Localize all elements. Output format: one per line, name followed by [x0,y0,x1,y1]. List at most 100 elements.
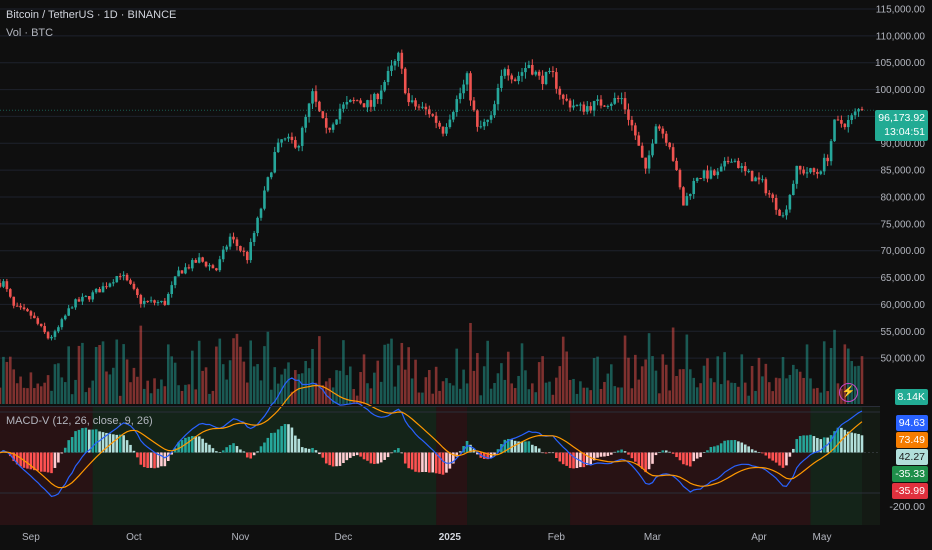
macd-histogram-bar [390,452,393,454]
volume-bar [366,383,369,404]
candle-body [197,257,201,263]
candle-body [0,282,2,287]
macd-histogram-bar [846,431,850,453]
candle-body [225,246,228,250]
volume-bar [682,369,685,404]
candle-body [846,119,850,128]
volume-bar [651,356,654,404]
candle-body [46,332,50,339]
candle-body [479,126,483,128]
macd-histogram-bar [249,452,253,459]
candle-body [417,106,421,108]
candle-body [503,69,507,76]
candle-body [136,288,139,296]
macd-histogram-bar [606,452,610,456]
macd-histogram-bar [225,447,228,453]
volume-bar [723,352,726,404]
candle-body [850,115,853,120]
volume-bar [421,392,424,404]
candle-body [424,106,428,110]
volume-bar [108,374,112,404]
macd-histogram-bar [733,440,737,453]
volume-bar [156,388,160,404]
macd-histogram-bar [431,452,435,473]
volume-bar [623,335,627,404]
candle-body [792,183,795,196]
candle-body [379,90,383,100]
volume-bar [245,382,249,404]
volume-bar [493,383,496,404]
macd-histogram-bar [297,438,301,453]
macd-histogram-bar [561,452,565,465]
candle-body [438,122,441,127]
volume-bar [802,377,805,404]
macd-histogram-bar [307,448,311,453]
price-candles [0,49,864,341]
volume-bar [476,353,479,404]
candle-body [166,293,170,305]
volume-bar [373,372,376,404]
macd-histogram-bar [434,452,438,474]
volume-bar [688,369,692,404]
volume-bar [513,388,517,404]
macd-legend[interactable]: MACD-V (12, 26, close, 9, 26) [6,415,153,427]
macd-histogram-bar [531,444,534,453]
macd-histogram-bar [730,440,733,453]
candle-body [706,170,709,179]
macd-histogram-bar [860,435,864,453]
candle-body [785,209,788,216]
macd-histogram-bar [170,452,174,455]
candle-body [314,91,318,102]
macd-histogram-bar [352,452,356,457]
volume-bar [726,380,730,404]
volume-bar [211,390,215,404]
macd-histogram-bar [331,452,335,467]
volume-bar [180,390,184,404]
volume-bar [225,379,228,404]
candle-body [544,72,548,85]
macd-histogram-bar [403,452,407,464]
volume-bar [774,377,778,404]
volume-bar [228,360,232,404]
macd-histogram-bar [166,452,170,461]
volume-bar [26,388,29,404]
volume-bar [170,356,174,404]
macd-histogram-bar [324,452,328,464]
candle-body [345,102,349,105]
volume-legend[interactable]: Vol · BTC [6,27,54,39]
candle-body [53,331,57,337]
macd-histogram-bar [397,448,400,453]
y-tick-label: 110,000.00 [876,31,926,42]
volume-bar [482,366,486,404]
last-price-value: 96,173.92 [878,112,925,124]
chart-title: Bitcoin / TetherUS · 1D · BINANCE [6,9,177,21]
volume-bar [747,395,750,404]
candle-body [465,73,469,85]
volume-bar [596,356,599,404]
candle-body [355,100,359,102]
volume-bar [91,380,95,404]
lightning-icon[interactable]: ⚡ [839,383,858,402]
macd-histogram-bar [118,434,122,453]
candle-body [537,71,541,76]
macd-histogram-bar [757,452,761,453]
macd-histogram-bar [19,452,22,467]
macd-value-badge: -35.33 [892,466,928,482]
volume-bar [829,348,833,404]
volume-bar [469,322,472,404]
volume-bar [53,364,57,404]
volume-bar [287,362,290,404]
candle-body [757,177,761,180]
volume-bar [160,379,163,404]
candle-body [733,160,737,162]
volume-bar [335,370,338,404]
macd-histogram-bar [287,424,290,453]
macd-histogram-bar [843,429,847,453]
volume-bar [465,383,469,404]
candle-body [860,109,864,111]
volume-bar [153,378,156,404]
price-grid [0,8,880,359]
candle-body [36,318,40,324]
candle-body [661,128,665,134]
